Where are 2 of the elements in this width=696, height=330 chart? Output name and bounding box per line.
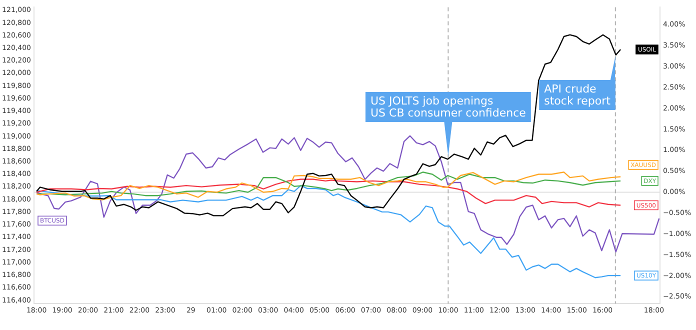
ref-line-label: API crude stock report bbox=[544, 82, 612, 108]
ref-line-label: US JOLTS job openings US CB consumer confidence bbox=[370, 94, 526, 120]
